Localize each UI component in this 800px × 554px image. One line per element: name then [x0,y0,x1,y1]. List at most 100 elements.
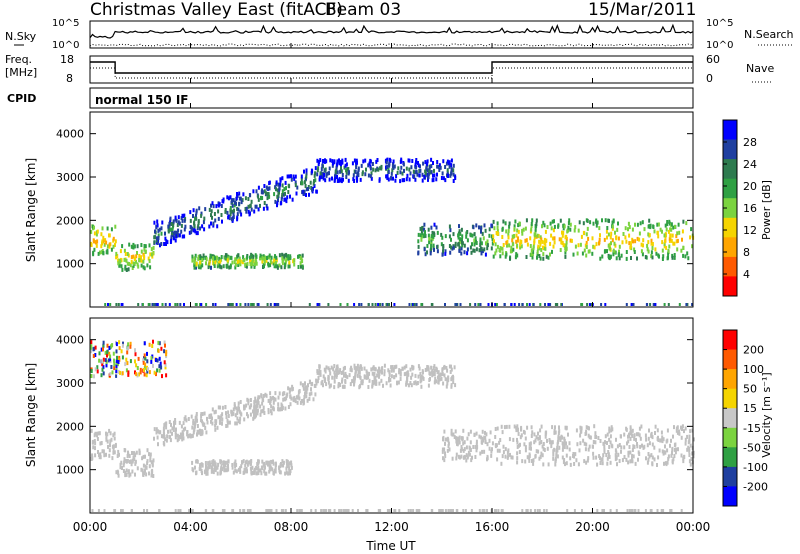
scatter-cell [603,444,606,449]
scatter-cell [131,266,134,270]
scatter-cell [449,173,452,178]
colorbar-tick-label: 4 [743,268,750,281]
scatter-cell [113,362,116,367]
scatter-cell [598,454,601,459]
scatter-cell [415,303,418,306]
scatter-cell [389,383,392,388]
scatter-cell [623,432,626,437]
scatter-cell [135,363,138,368]
scatter-cell [638,433,641,438]
scatter-cell [205,430,208,435]
scatter-cell [524,445,527,450]
scatter-cell [149,458,152,463]
scatter-cell [603,509,605,512]
scatter-cell [178,221,181,226]
scatter-cell [192,228,195,233]
scatter-cell [567,221,570,226]
scatter-cell [457,241,460,246]
scatter-cell [472,248,475,253]
scatter-cell [678,429,680,434]
scatter-cell [625,457,628,462]
scatter-cell [391,365,394,369]
scatter-cell [269,467,271,472]
scatter-cell [636,236,639,241]
scatter-cell [300,264,302,269]
scatter-cell [101,367,104,372]
scatter-cell [516,238,519,243]
scatter-cell [234,262,237,267]
y-tick-label: 2000 [56,214,84,227]
scatter-cell [400,157,403,162]
scatter-cell [618,459,621,463]
scatter-cell [625,256,628,261]
scatter-cell [449,250,452,255]
scatter-cell [542,442,545,446]
scatter-cell [176,433,179,438]
scatter-cell [102,239,105,244]
scatter-cell [635,437,637,442]
scatter-cell [113,436,116,441]
scatter-cell [365,509,368,512]
scatter-cell [622,232,625,236]
scatter-cell [387,170,390,174]
scatter-cell [583,459,586,464]
scatter-cell [106,350,109,355]
scatter-cell [393,365,396,370]
scatter-cell [277,303,280,306]
nsky-label: N.Sky [5,30,37,43]
scatter-cell [206,471,209,476]
scatter-cell [190,509,193,512]
scatter-cell [316,369,319,374]
scatter-cell [554,303,557,306]
scatter-cell [174,215,177,220]
scatter-cell [192,214,194,218]
scatter-cell [115,303,118,306]
scatter-cell [233,208,235,213]
scatter-cell [219,259,222,264]
scatter-cell [565,234,568,239]
scatter-cell [121,343,124,348]
station-title: Christmas Valley East (fitACF) [90,0,343,20]
colorbar-swatch [723,120,737,140]
scatter-cell [449,370,452,374]
scatter-cell [461,234,464,239]
scatter-cell [473,242,476,247]
scatter-cell [626,509,629,512]
scatter-cell [595,242,598,247]
scatter-cell [209,462,212,467]
scatter-cell [643,227,646,232]
scatter-cell [275,255,278,260]
scatter-cell [317,376,320,380]
scatter-cell [162,429,165,434]
scatter-cell [586,303,589,306]
scatter-cell [560,303,563,306]
scatter-cell [129,472,132,477]
scatter-cell [633,250,636,254]
scatter-cell [151,461,154,466]
scatter-cell [338,382,341,387]
scatter-cell [335,168,338,173]
scatter-cell [303,180,306,185]
scatter-cell [171,426,174,431]
scatter-cell [264,392,267,397]
scatter-cell [122,463,125,468]
scatter-cell [430,247,432,252]
scatter-cell [398,509,401,512]
scatter-cell [161,303,164,306]
scatter-cell [367,385,370,389]
scatter-cell [435,368,438,372]
scatter-cell [101,449,104,454]
scatter-cell [671,233,674,238]
scatter-cell [143,341,146,346]
scatter-cell [595,218,598,223]
scatter-cell [656,222,659,227]
scatter-cell [620,434,622,439]
scatter-cell [429,251,432,256]
scatter-cell [442,176,445,181]
scatter-cell [284,509,287,512]
scatter-cell [243,417,246,422]
scatter-cell [168,303,171,306]
scatter-cell [524,459,527,464]
scatter-cell [299,381,302,386]
scatter-cell [684,254,687,259]
